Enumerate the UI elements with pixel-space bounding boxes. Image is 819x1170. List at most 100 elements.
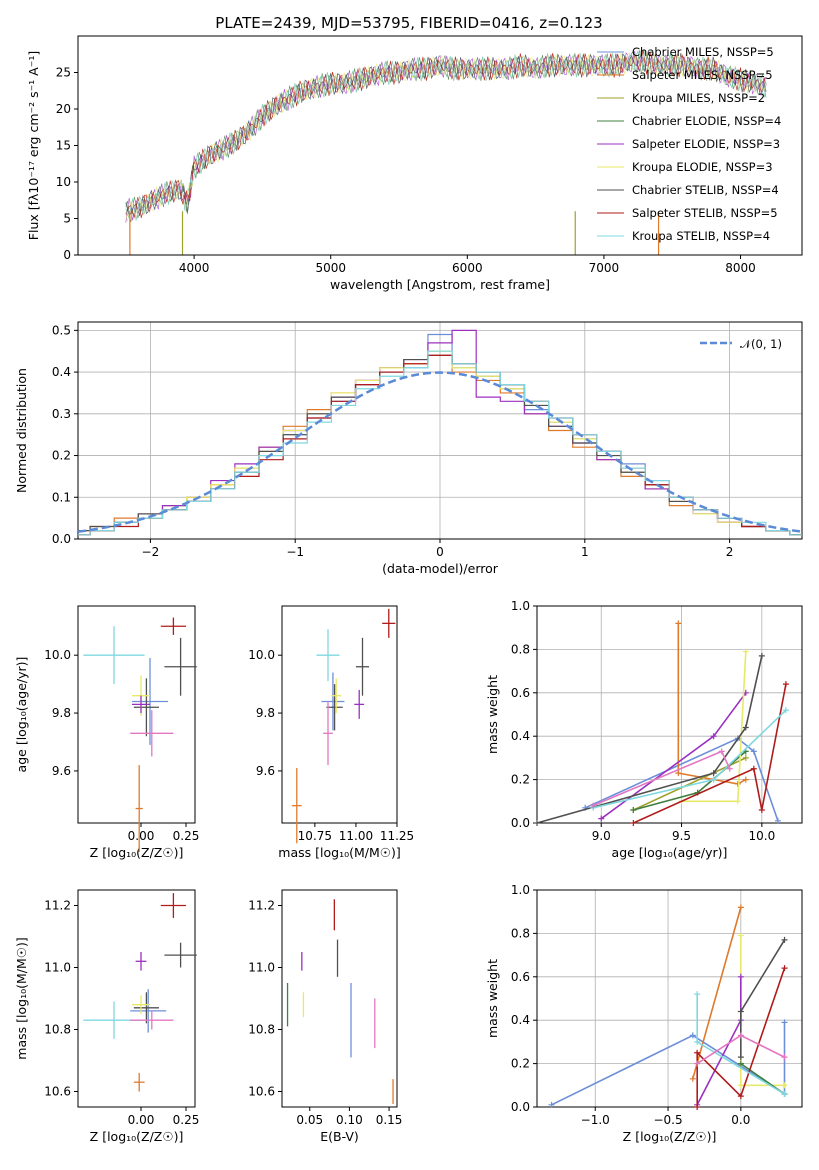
y-tick-label: 5 (63, 212, 71, 226)
x-tick-label: 11.25 (380, 829, 414, 843)
mass-weight-marker (781, 1019, 788, 1026)
y-axis-label: mass weight (485, 959, 500, 1038)
y-tick-label: 10 (56, 175, 71, 189)
y-axis-label: mass [log₁₀(M/M☉)] (14, 937, 29, 1059)
mass-weight-line (677, 623, 747, 785)
mass-weight-marker (710, 770, 717, 777)
mass-weight-marker (694, 1049, 701, 1056)
mass-weight-marker (750, 765, 757, 772)
legend-entry: Salpeter ELODIE, NSSP=3 (632, 137, 780, 151)
y-tick-label: 0.0 (511, 816, 530, 830)
mass-weight-line (633, 683, 787, 824)
mass-weight-marker (630, 806, 637, 813)
mass-weight-marker (734, 780, 741, 787)
mass-weight-line (696, 967, 786, 1107)
x-tick-label: 0.00 (128, 1113, 155, 1127)
mass-weight-marker (694, 1104, 701, 1110)
mass-weight-marker (781, 1082, 788, 1089)
mass-weight-marker (781, 1090, 788, 1097)
x-tick-label: 6000 (452, 261, 483, 275)
y-axis-label: Normed distribution (14, 368, 29, 493)
y-tick-label: 10.8 (248, 1023, 275, 1037)
x-axis-label: E(B-V) (320, 1129, 359, 1144)
mass-weight-marker (534, 820, 540, 826)
x-tick-label: 0.15 (376, 1113, 403, 1127)
mass-weight-marker (689, 1032, 696, 1039)
y-tick-label: 0.2 (52, 449, 71, 463)
y-tick-label: 0.0 (511, 1100, 530, 1114)
mass-weight-marker (694, 1038, 701, 1045)
x-tick-label: 7000 (589, 261, 620, 275)
age-vs-Z-panel: 0.00 0.25 9.6 9.8 10.0 Z [log₁₀(Z/Z☉)] age [lo… (14, 605, 200, 860)
mass-weight-marker (737, 1060, 744, 1067)
mass-weight-marker (781, 965, 788, 972)
y-tick-label: 11.2 (248, 899, 275, 913)
y-tick-label: 15 (56, 139, 71, 153)
x-axis-label: Z [log₁₀(Z/Z☉)] (623, 1129, 717, 1144)
x-axis-label: Z [log₁₀(Z/Z☉)] (90, 1129, 184, 1144)
mass-weight-marker (742, 776, 749, 783)
mass-weight-marker (737, 973, 744, 980)
x-axis-label: wavelength [Angstrom, rest frame] (330, 277, 550, 292)
mass-weight-marker (590, 802, 597, 809)
x-tick-label: 8000 (725, 261, 756, 275)
mass-weight-marker (694, 1060, 701, 1067)
mass-weight-marker (742, 724, 749, 731)
y-tick-label: 0.4 (52, 365, 71, 379)
mass-weight-marker (742, 648, 749, 655)
mass-weight-marker (737, 1008, 744, 1015)
y-tick-label: 11.0 (44, 961, 71, 975)
y-tick-label: 25 (56, 66, 71, 80)
chart-title: PLATE=2439, MJD=53795, FIBERID=0416, z=0… (215, 14, 602, 32)
x-tick-label: 10.75 (298, 829, 332, 843)
legend-entry: Chabrier ELODIE, NSSP=4 (632, 114, 781, 128)
legend-entry: Chabrier MILES, NSSP=5 (632, 45, 774, 59)
mass-weight-marker (630, 820, 637, 826)
x-tick-label: −2 (142, 545, 160, 559)
plot-frame (536, 889, 803, 1108)
y-tick-label: 10.6 (248, 1085, 275, 1099)
mass-weight-marker (694, 991, 701, 998)
x-axis-label: (data-model)/error (382, 561, 499, 576)
plot-frame (281, 605, 398, 824)
y-tick-label: 11.0 (248, 961, 275, 975)
mass-weight-marker (774, 817, 781, 824)
y-tick-label: 0.6 (511, 686, 530, 700)
x-axis-label: mass [log₁₀(M/M☉)] (278, 845, 400, 860)
x-tick-label: 5000 (315, 261, 346, 275)
legend-entry: Kroupa STELIB, NSSP=4 (632, 229, 770, 243)
x-tick-label: 0.25 (173, 1113, 200, 1127)
y-tick-label: 1.0 (511, 599, 530, 613)
mass-weight-marker (598, 815, 605, 822)
mass-weight-marker (718, 748, 725, 755)
x-tick-label: 9.5 (672, 829, 691, 843)
y-tick-label: 10.6 (44, 1085, 71, 1099)
y-tick-label: 1.0 (511, 883, 530, 897)
mass-weight-marker (710, 776, 717, 783)
plot-frame (281, 889, 398, 1108)
mass-weight-marker (758, 806, 765, 813)
mass-weight-vs-age-panel: 9.0 9.5 10.0 0.0 0.2 0.4 0.6 0.8 1.0 age [log₁₀(a… (485, 599, 803, 860)
plot-frame (536, 605, 803, 824)
mass-weight-marker (737, 1032, 744, 1039)
mass-weight-marker (737, 1054, 744, 1061)
x-tick-label: −1.0 (581, 1113, 610, 1127)
legend-entry: Salpeter MILES, NSSP=5 (632, 68, 773, 82)
plot-frame (77, 321, 803, 540)
y-tick-label: 0.3 (52, 407, 71, 421)
legend-entry: Chabrier STELIB, NSSP=4 (632, 183, 779, 197)
mass-weight-marker (782, 707, 789, 714)
plot-frame (77, 605, 196, 824)
mass-weight-marker (737, 1093, 744, 1100)
x-tick-label: 0.25 (173, 829, 200, 843)
mass-vs-Z-panel: 0.00 0.25 10.6 10.8 11.0 11.2 Z [log₁₀(Z/Z☉)] m… (14, 889, 200, 1144)
spectrum-panel: PLATE=2439, MJD=53795, FIBERID=0416, z=0… (26, 14, 803, 292)
mass-weight-marker (781, 936, 788, 943)
mass-weight-marker (750, 748, 757, 755)
spectrum-series-line (125, 50, 767, 221)
spectrum-series-line (125, 50, 767, 216)
y-axis-label: age [log₁₀(age/yr)] (14, 657, 29, 773)
mass-weight-marker (737, 932, 744, 939)
x-tick-label: 0 (436, 545, 444, 559)
